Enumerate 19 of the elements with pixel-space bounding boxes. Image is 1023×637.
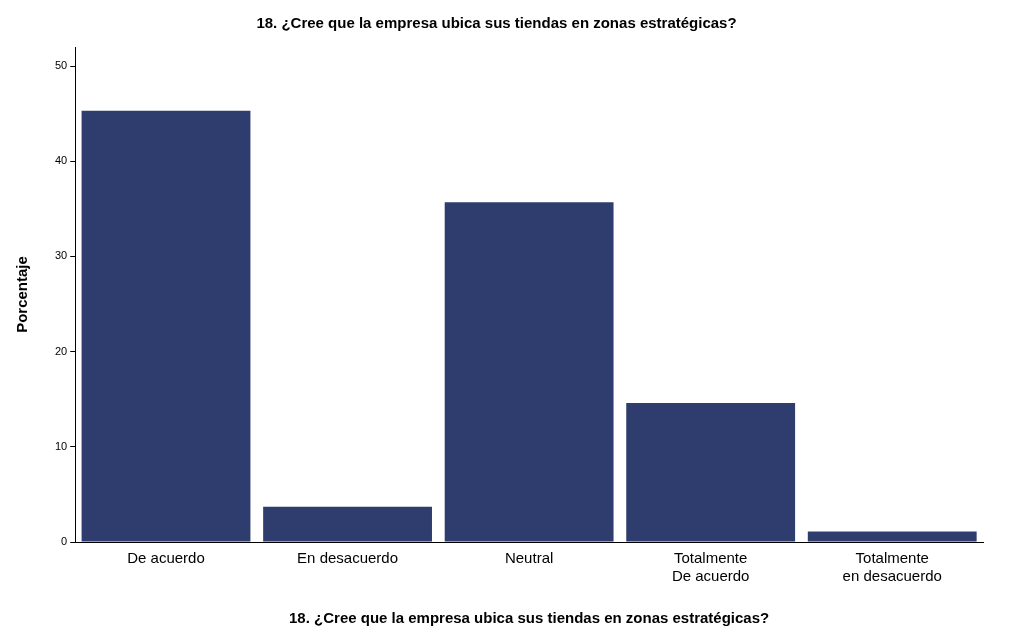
x-tick-label: En desacuerdo [297,549,399,567]
y-tick-label: 40 [54,154,68,167]
x-tick-label: Totalmente en desacuerdo [842,549,942,585]
y-tick-label: 50 [54,59,68,72]
x-tick-label: Neutral [504,549,554,567]
x-axis-title: 18. ¿Cree que la empresa ubica sus tiendas en zonas estratégicas? [289,609,770,627]
y-tick-label: 0 [61,535,68,548]
bar [81,110,251,542]
x-tick-label: De acuerdo [127,549,205,567]
y-axis-title: Porcentaje [13,256,31,333]
bar [807,531,977,542]
chart-title: 18. ¿Cree que la empresa ubica sus tiendas en zonas estratégicas? [256,14,737,32]
y-tick-label: 20 [54,344,68,357]
x-tick-label: Totalmente De acuerdo [671,549,750,585]
bar [626,403,796,542]
y-tick-label: 10 [54,439,68,452]
bar [444,202,614,542]
y-tick-label: 30 [54,249,68,262]
bar [263,506,432,542]
